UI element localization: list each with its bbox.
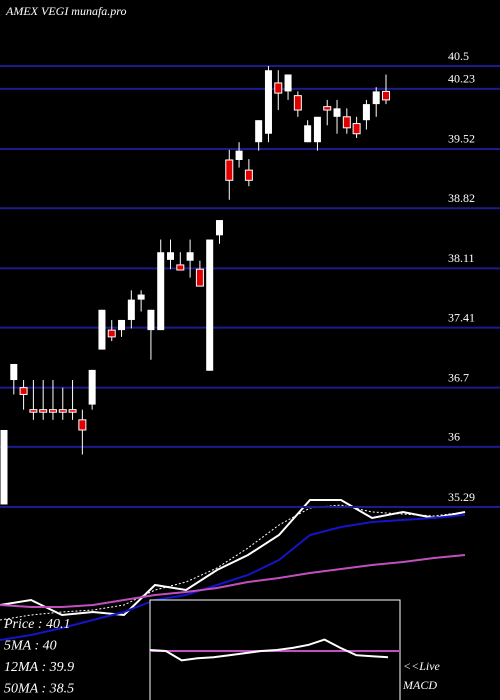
candle-body [342,116,351,129]
candle-body [244,169,253,181]
info-label: 5MA : 40 [4,639,57,654]
candle-body [323,106,332,111]
candle-body [19,387,28,395]
y-tick-label: 38.82 [448,191,475,205]
candle-body [235,150,243,160]
info-label: 50MA : 38.5 [4,682,74,697]
candle-body [88,369,96,405]
candle-body [167,252,175,260]
y-tick-label: 37.41 [448,310,475,324]
candle-body [255,120,263,143]
candle-body [176,264,185,271]
candle-body [58,409,67,413]
indicator-line [0,514,466,641]
candle-body [186,252,194,261]
candle-body [206,239,214,371]
y-tick-label: 36.7 [448,370,469,384]
candle-body [0,429,8,505]
candle-body [215,220,223,236]
candle-body [10,363,18,381]
candle-body [68,409,77,413]
macd-label: MACD [402,678,437,692]
chart-title: AMEX VEGI munafa.pro [5,4,127,18]
candle-body [157,252,165,331]
info-label: 12MA : 39.9 [4,660,74,675]
candle-body [147,309,155,331]
candle-body [284,74,292,92]
candle-body [48,409,57,413]
candle-body [382,90,390,101]
candle-body [293,95,302,111]
candle-body [127,299,135,320]
y-tick-label: 39.52 [448,132,475,146]
indicator-line [0,554,466,608]
candle-body [225,159,234,181]
candle-body [118,319,126,331]
candle-body [274,82,283,94]
candle-body [264,70,272,134]
indicator-line [0,499,466,617]
info-label: Price : 40.1 [3,617,70,632]
y-tick-label: 35.29 [448,490,475,504]
candle-body [352,123,361,135]
candle-body [137,294,145,300]
candle-body [195,268,204,287]
candle-body [333,108,341,117]
y-tick-label: 36 [448,430,460,444]
candle-body [107,329,116,338]
candle-body [362,104,370,121]
y-tick-label: 40.23 [448,72,475,86]
candle-body [78,419,87,431]
candle-body [372,91,380,105]
macd-line [149,638,389,662]
candle-body [304,125,312,143]
y-tick-label: 40.5 [448,49,469,63]
y-tick-label: 38.11 [448,251,475,265]
live-label: <<Live [403,659,441,673]
candle-body [313,116,321,143]
candle-body [39,409,48,413]
candle-body [29,409,38,413]
candle-body [98,309,106,350]
